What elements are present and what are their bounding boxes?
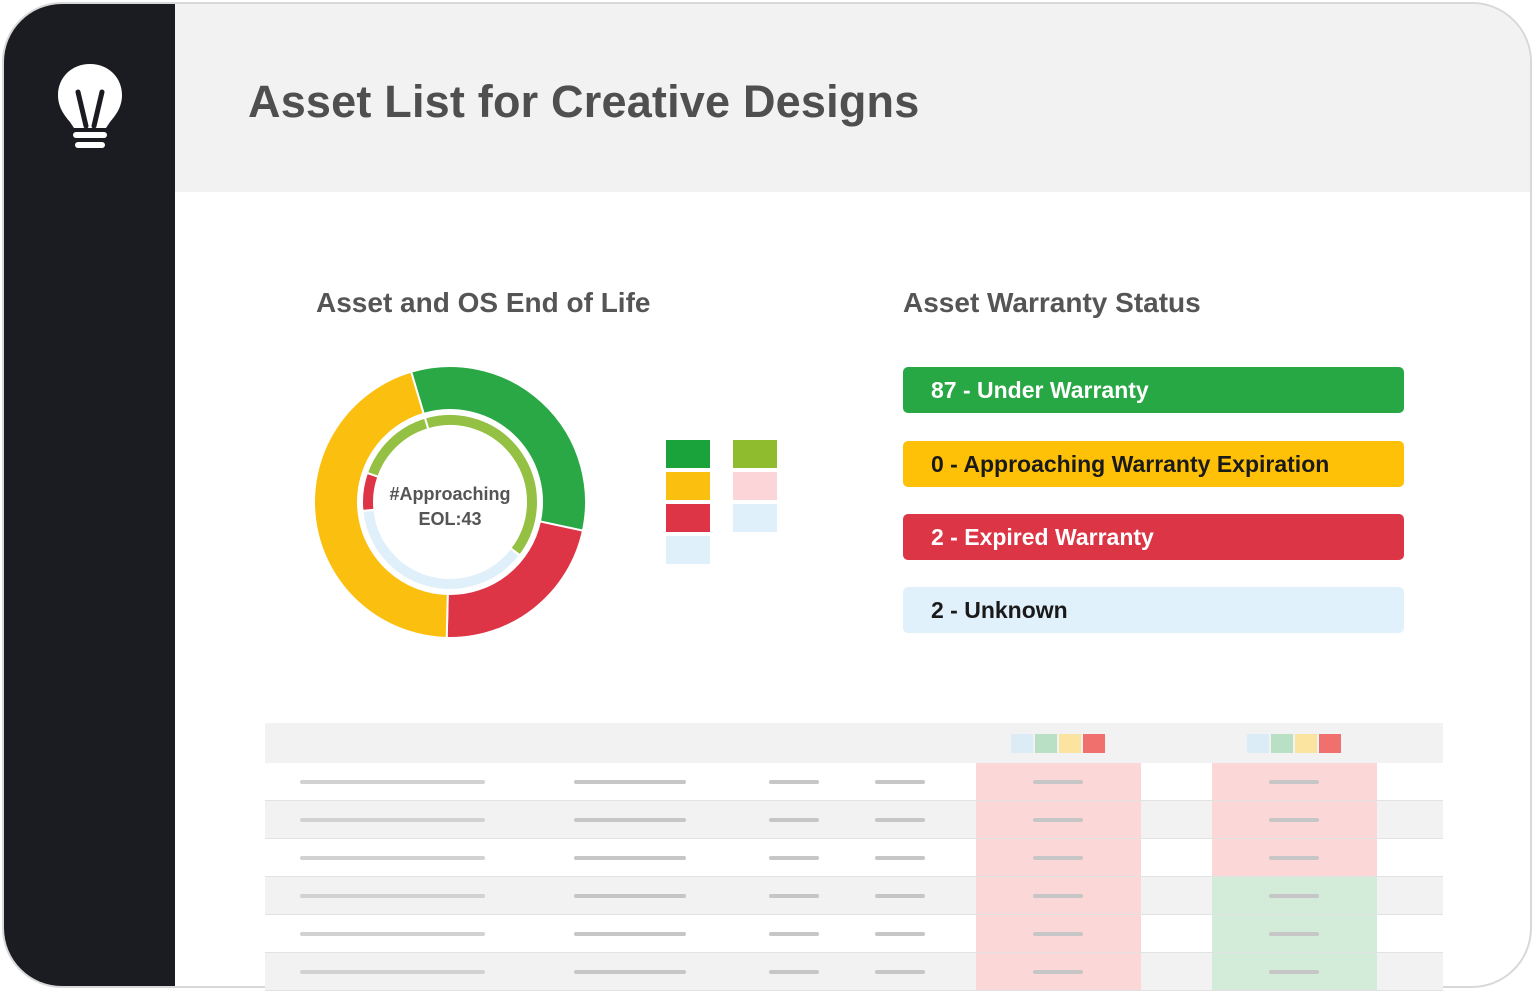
eol-donut-chart[interactable] bbox=[312, 364, 588, 640]
placeholder-text bbox=[1269, 818, 1319, 822]
placeholder-text bbox=[1269, 932, 1319, 936]
placeholder-text bbox=[875, 818, 925, 822]
placeholder-text bbox=[1269, 780, 1319, 784]
table-row[interactable] bbox=[265, 839, 1443, 877]
placeholder-text bbox=[1269, 970, 1319, 974]
header-legend-chip bbox=[1271, 734, 1293, 753]
header-legend-chip bbox=[1059, 734, 1081, 753]
legend-swatch[interactable] bbox=[733, 472, 777, 500]
placeholder-text bbox=[875, 932, 925, 936]
placeholder-text bbox=[1033, 894, 1083, 898]
placeholder-text bbox=[574, 970, 686, 974]
legend-swatch[interactable] bbox=[666, 472, 710, 500]
header-legend-chip bbox=[1083, 734, 1105, 753]
warranty-title: Asset Warranty Status bbox=[903, 287, 1201, 318]
placeholder-text bbox=[300, 932, 485, 936]
placeholder-text bbox=[300, 856, 485, 860]
donut-hole bbox=[376, 428, 524, 576]
placeholder-text bbox=[1033, 780, 1083, 784]
legend-swatch[interactable] bbox=[733, 504, 777, 532]
warranty-expired-bar[interactable]: 2 - Expired Warranty bbox=[903, 514, 1404, 560]
lightbulb-icon[interactable] bbox=[54, 62, 126, 154]
warranty-approaching-bar[interactable]: 0 - Approaching Warranty Expiration bbox=[903, 441, 1404, 487]
table-row[interactable] bbox=[265, 877, 1443, 915]
header-legend-chip bbox=[1247, 734, 1269, 753]
placeholder-text bbox=[300, 780, 485, 784]
placeholder-text bbox=[1269, 856, 1319, 860]
placeholder-text bbox=[300, 818, 485, 822]
table-row[interactable] bbox=[265, 915, 1443, 953]
placeholder-text bbox=[1033, 818, 1083, 822]
table-row[interactable] bbox=[265, 953, 1443, 991]
placeholder-text bbox=[300, 970, 485, 974]
legend-swatch[interactable] bbox=[733, 440, 777, 468]
table-row[interactable] bbox=[265, 763, 1443, 801]
placeholder-text bbox=[574, 932, 686, 936]
placeholder-text bbox=[574, 780, 686, 784]
legend-swatch[interactable] bbox=[666, 504, 710, 532]
table-row[interactable] bbox=[265, 801, 1443, 839]
header-legend-chip bbox=[1011, 734, 1033, 753]
placeholder-text bbox=[574, 856, 686, 860]
placeholder-text bbox=[769, 970, 819, 974]
header-legend-chip bbox=[1295, 734, 1317, 753]
placeholder-text bbox=[1033, 932, 1083, 936]
eol-chart-title: Asset and OS End of Life bbox=[316, 287, 651, 318]
placeholder-text bbox=[769, 894, 819, 898]
donut-ring2-slice-4[interactable] bbox=[365, 416, 430, 479]
sidebar bbox=[4, 4, 175, 986]
warranty-unknown-bar[interactable]: 2 - Unknown bbox=[903, 587, 1404, 633]
placeholder-text bbox=[1269, 894, 1319, 898]
asset-table bbox=[265, 723, 1443, 993]
placeholder-text bbox=[769, 856, 819, 860]
placeholder-text bbox=[875, 894, 925, 898]
placeholder-text bbox=[1033, 970, 1083, 974]
placeholder-text bbox=[574, 818, 686, 822]
placeholder-text bbox=[769, 780, 819, 784]
donut-center-line1: #Approaching bbox=[389, 484, 511, 504]
donut-ring1-slice-3[interactable] bbox=[313, 370, 449, 639]
placeholder-text bbox=[769, 932, 819, 936]
table-header bbox=[265, 723, 1443, 763]
page-header: Asset List for Creative Designs bbox=[175, 4, 1530, 192]
donut-center-label: #Approaching EOL:43 bbox=[360, 482, 540, 532]
donut-ring1-slice-1[interactable] bbox=[409, 365, 587, 532]
placeholder-text bbox=[574, 894, 686, 898]
header-legend-chip bbox=[1319, 734, 1341, 753]
donut-center-line2: EOL:43 bbox=[418, 509, 482, 529]
legend-swatch[interactable] bbox=[666, 440, 710, 468]
placeholder-text bbox=[875, 856, 925, 860]
placeholder-text bbox=[875, 970, 925, 974]
placeholder-text bbox=[300, 894, 485, 898]
placeholder-text bbox=[769, 818, 819, 822]
legend-swatch[interactable] bbox=[666, 536, 710, 564]
placeholder-text bbox=[875, 780, 925, 784]
warranty-under-bar[interactable]: 87 - Under Warranty bbox=[903, 367, 1404, 413]
header-legend-chip bbox=[1035, 734, 1057, 753]
placeholder-text bbox=[1033, 856, 1083, 860]
page-title: Asset List for Creative Designs bbox=[248, 76, 920, 127]
